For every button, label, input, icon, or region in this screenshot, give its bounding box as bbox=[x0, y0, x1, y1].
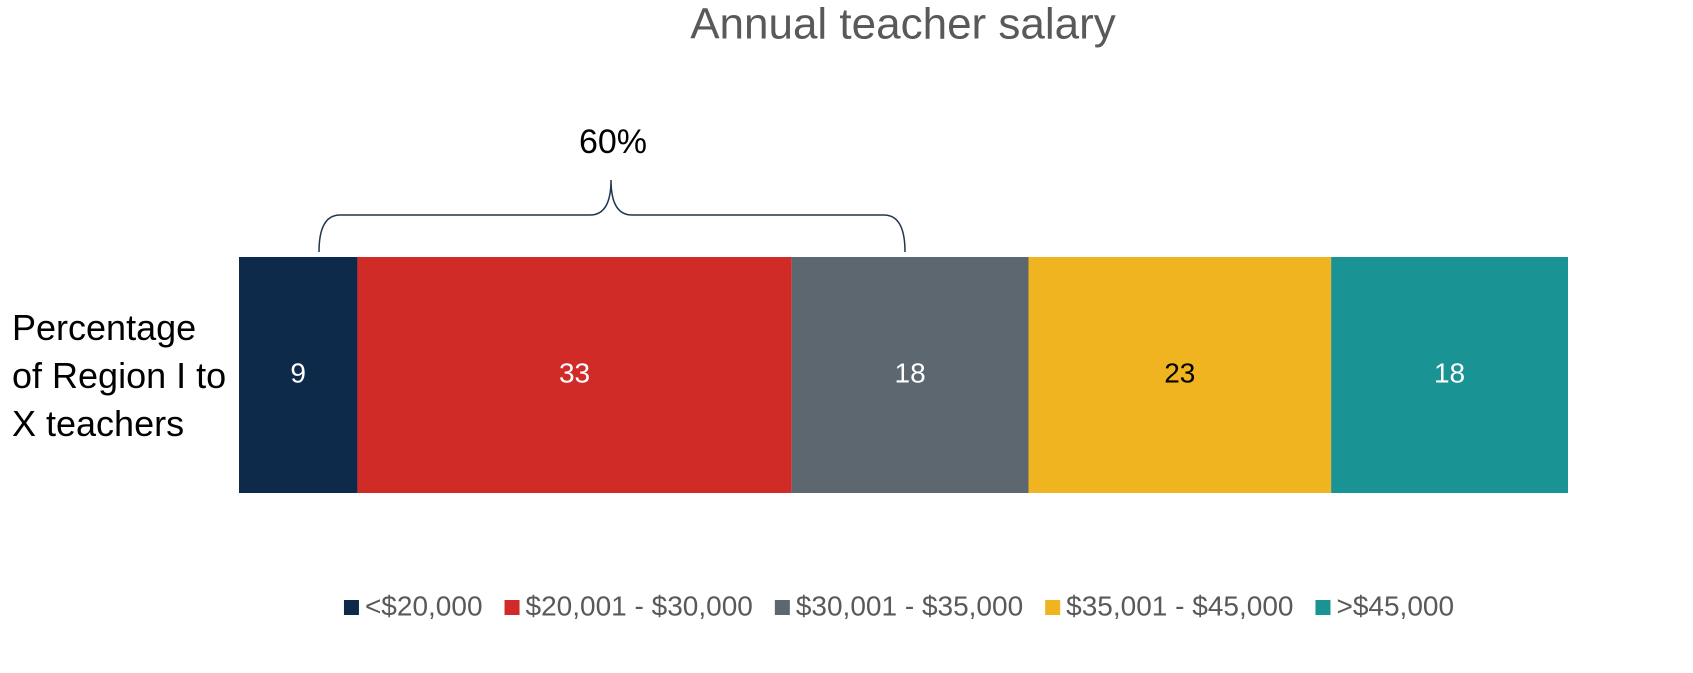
bar-segment bbox=[357, 257, 792, 493]
legend-label: $35,001 - $45,000 bbox=[1066, 590, 1293, 621]
bar-segment bbox=[239, 257, 358, 493]
legend-label: <$20,000 bbox=[365, 590, 483, 621]
bar-segment bbox=[1028, 257, 1332, 493]
chart-title: Annual teacher salary bbox=[690, 0, 1116, 49]
value-label: 18 bbox=[895, 357, 926, 388]
legend-swatch bbox=[1315, 600, 1331, 615]
legend-label: $30,001 - $35,000 bbox=[796, 590, 1023, 621]
bar-segment bbox=[1331, 257, 1568, 493]
value-label: 18 bbox=[1434, 357, 1465, 388]
legend-swatch bbox=[504, 600, 520, 615]
value-label: 23 bbox=[1164, 357, 1195, 388]
category-label: Percentage of Region I to X teachers bbox=[12, 307, 227, 444]
annotation: 60% bbox=[579, 123, 647, 161]
value-label: 33 bbox=[559, 357, 590, 388]
legend-swatch bbox=[774, 600, 790, 615]
bar-segment bbox=[791, 257, 1029, 493]
legend-label: >$45,000 bbox=[1336, 590, 1454, 621]
legend-label: $20,001 - $30,000 bbox=[526, 590, 753, 621]
brace bbox=[318, 179, 906, 253]
value-label: 9 bbox=[290, 357, 306, 388]
legend-swatch bbox=[343, 600, 359, 615]
legend-swatch bbox=[1045, 600, 1061, 615]
